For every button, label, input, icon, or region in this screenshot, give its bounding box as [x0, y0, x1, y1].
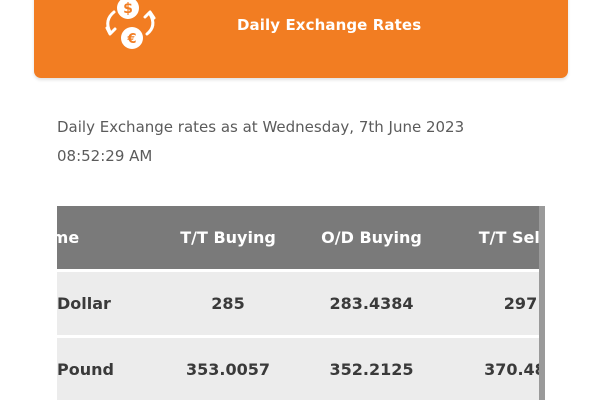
tt-selling-value: 370.486 [484, 360, 545, 379]
column-header-tt-buying: T/T Buying [180, 228, 276, 247]
page-title: Daily Exchange Rates [237, 16, 422, 34]
od-buying-value: 283.4384 [329, 294, 414, 313]
column-header-od-buying: O/D Buying [321, 228, 422, 247]
timestamp-time: 08:52:29 AM [57, 147, 153, 165]
exchange-rates-table[interactable]: cy Name T/T Buying O/D Buying T/T Sellin… [57, 206, 545, 400]
od-buying-value: 352.2125 [329, 360, 414, 379]
column-header-currency-name: cy Name [57, 228, 80, 247]
table-scrollbar[interactable] [539, 206, 545, 400]
table-row: Pound 353.0057 352.2125 370.486 [57, 335, 545, 400]
table-row: Dollar 285 283.4384 297 [57, 269, 545, 335]
column-header-tt-selling: T/T Sellin [478, 228, 545, 247]
svg-text:$: $ [123, 1, 133, 17]
rates-timestamp: Daily Exchange rates as at Wednesday, 7t… [57, 113, 517, 171]
app-header: $ € Daily Exchange Rates [34, 0, 568, 78]
tt-buying-value: 285 [211, 294, 245, 313]
timestamp-date: Daily Exchange rates as at Wednesday, 7t… [57, 118, 465, 136]
currency-name: Pound [57, 360, 114, 379]
tt-buying-value: 353.0057 [185, 360, 270, 379]
svg-text:€: € [126, 32, 136, 47]
table-header: cy Name T/T Buying O/D Buying T/T Sellin [57, 206, 545, 269]
currency-name: Dollar [57, 294, 111, 313]
tt-selling-value: 297 [503, 294, 538, 313]
currency-exchange-icon: $ € [105, 0, 156, 49]
